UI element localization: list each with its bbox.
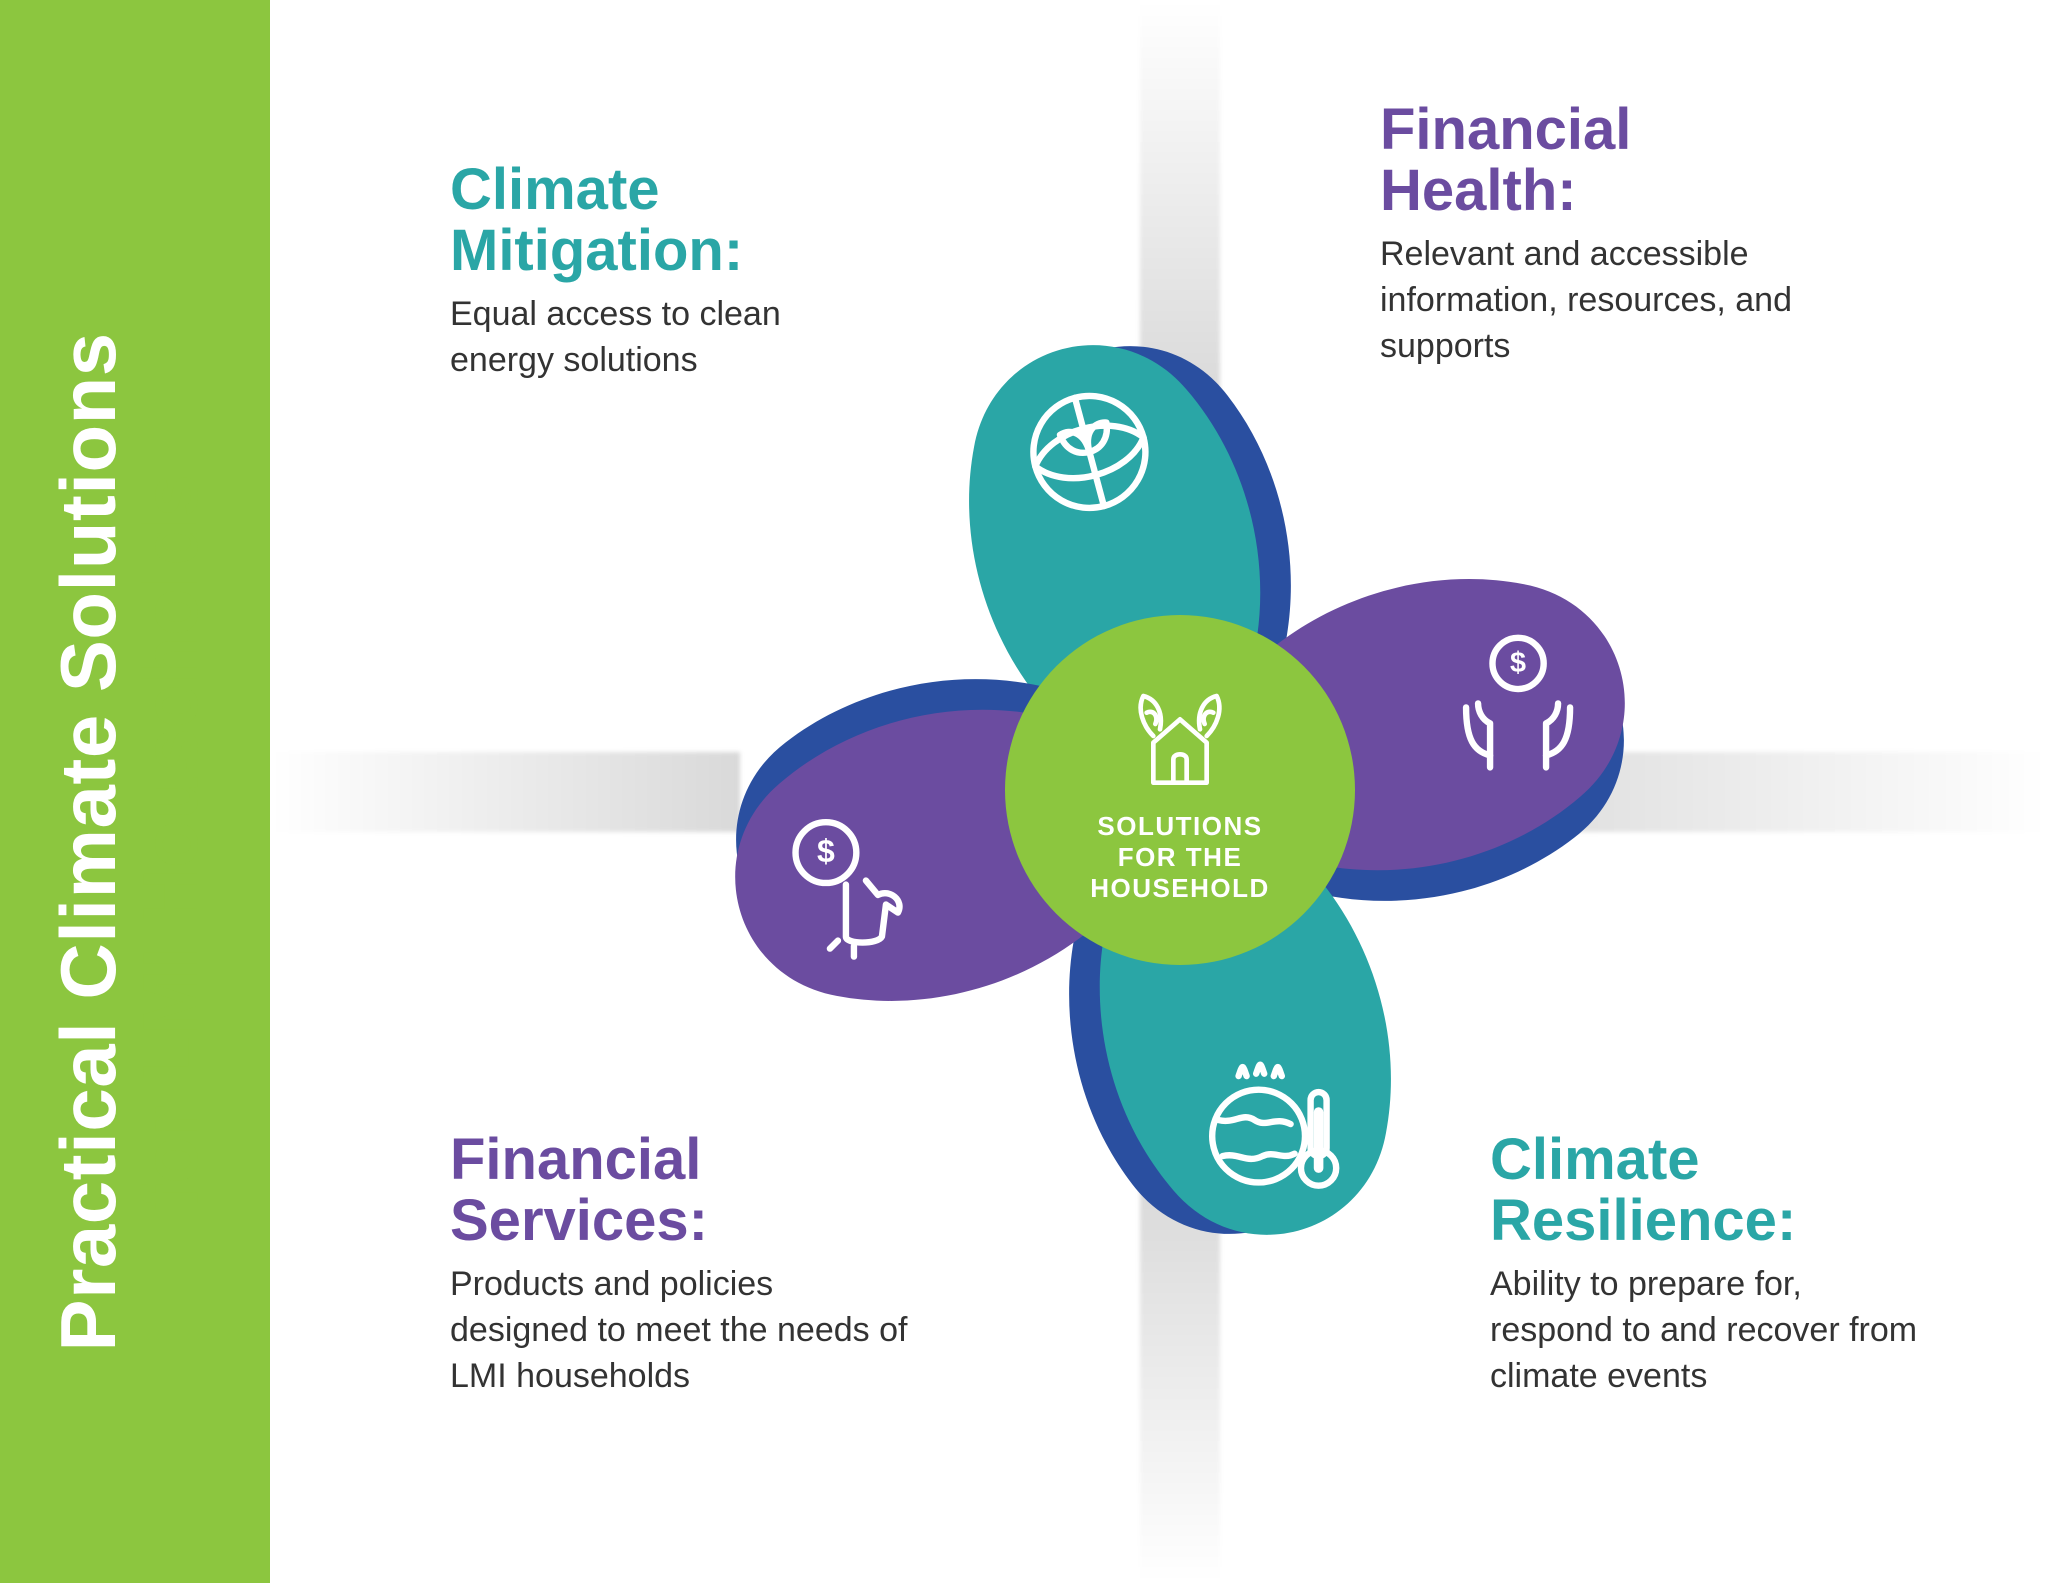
quadrant-body: Products and policies designed to meet t…: [450, 1262, 920, 1400]
center-label-line: HOUSEHOLD: [1090, 873, 1270, 904]
sidebar-title-line1: Practical Climate Solutions: [48, 142, 130, 1542]
center-label: SOLUTIONS FOR THE HOUSEHOLD: [1090, 811, 1270, 905]
sidebar-title-line2: for LMI Households: [130, 142, 212, 1542]
click-dollar-icon: $: [762, 801, 922, 961]
hands-dollar-icon: $: [1438, 619, 1598, 779]
quadrant-title: Climate Mitigation:: [450, 160, 880, 282]
quadrant-body: Ability to prepare for, respond to and r…: [1490, 1262, 1930, 1400]
center-label-line: FOR THE: [1090, 842, 1270, 873]
globe-thermometer-icon: [1191, 1048, 1351, 1208]
house-leaves-icon: [1105, 676, 1255, 801]
pinwheel-diagram: $: [700, 310, 1660, 1270]
quadrant-title: Financial Health:: [1380, 100, 1810, 222]
center-label-line: SOLUTIONS: [1090, 811, 1270, 842]
sidebar-title: Practical Climate Solutions for LMI Hous…: [48, 142, 212, 1542]
svg-text:$: $: [1510, 647, 1526, 679]
center-circle: SOLUTIONS FOR THE HOUSEHOLD: [1005, 615, 1355, 965]
svg-text:$: $: [817, 833, 835, 869]
